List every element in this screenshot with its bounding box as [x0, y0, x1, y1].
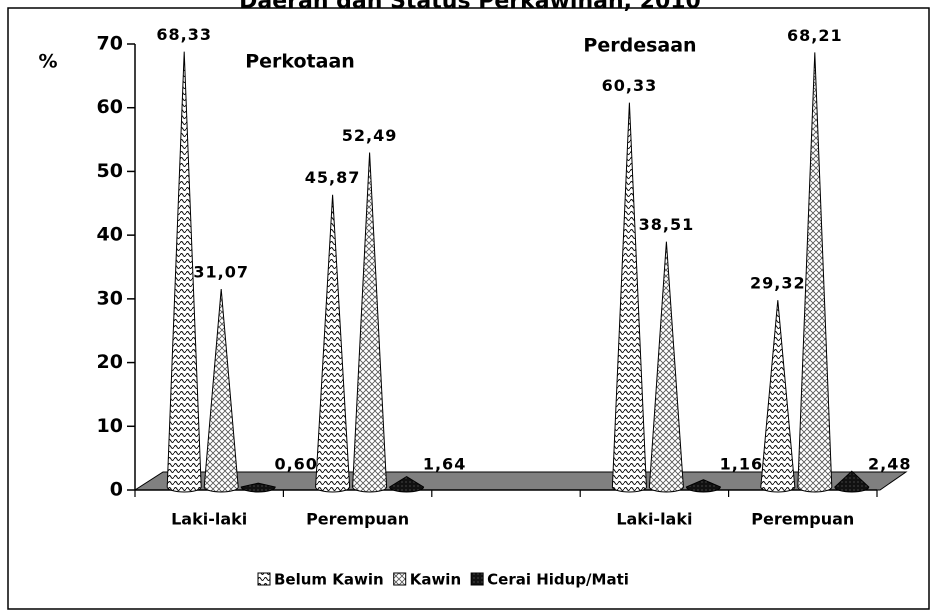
data-label: 1,64: [423, 455, 466, 474]
data-label: 2,48: [868, 455, 911, 474]
y-tick-label: 40: [97, 224, 123, 246]
data-label: 45,87: [305, 168, 361, 187]
y-tick-label: 20: [97, 351, 123, 373]
cone: [166, 51, 202, 493]
cone: [389, 475, 425, 493]
cone: [352, 152, 388, 493]
chart-frame: [7, 7, 930, 610]
cone: [648, 241, 684, 493]
cone: [611, 102, 647, 493]
data-label: 0,60: [274, 455, 317, 474]
cone: [240, 482, 276, 493]
y-tick-label: 60: [97, 96, 123, 118]
y-axis-label: %: [38, 51, 57, 73]
x-tick-label: Perempuan: [751, 510, 854, 529]
x-tick-label: Laki-laki: [616, 510, 692, 529]
data-label: 1,16: [720, 455, 763, 474]
annotation: Perdesaan: [583, 35, 696, 57]
cone: [760, 300, 796, 493]
data-label: 31,07: [193, 263, 249, 282]
cone: [203, 288, 239, 493]
x-tick-label: Perempuan: [306, 510, 409, 529]
data-label: 38,51: [639, 215, 695, 234]
data-label: 60,33: [602, 76, 658, 95]
data-label: 29,32: [750, 274, 806, 293]
cone: [797, 52, 833, 493]
legend-label: Cerai Hidup/Mati: [487, 571, 629, 589]
cone: [685, 479, 721, 493]
x-tick-label: Laki-laki: [171, 510, 247, 529]
y-tick-label: 50: [97, 160, 123, 182]
legend-swatch: [470, 572, 484, 586]
y-tick-label: 10: [97, 415, 123, 437]
legend-swatch: [393, 572, 407, 586]
annotation: Perkotaan: [245, 51, 355, 73]
cone: [834, 470, 870, 493]
legend-label: Kawin: [410, 571, 461, 589]
legend-label: Belum Kawin: [274, 571, 384, 589]
cone: [315, 194, 351, 493]
y-tick-label: 30: [97, 287, 123, 309]
data-label: 68,21: [787, 26, 843, 45]
data-label: 68,33: [156, 25, 212, 44]
legend-swatch: [257, 572, 271, 586]
y-tick-label: 70: [97, 33, 123, 55]
data-label: 52,49: [342, 126, 398, 145]
y-tick-label: 0: [110, 479, 123, 501]
chart-title: Daerah dan Status Perkawinan, 2010: [239, 0, 701, 14]
